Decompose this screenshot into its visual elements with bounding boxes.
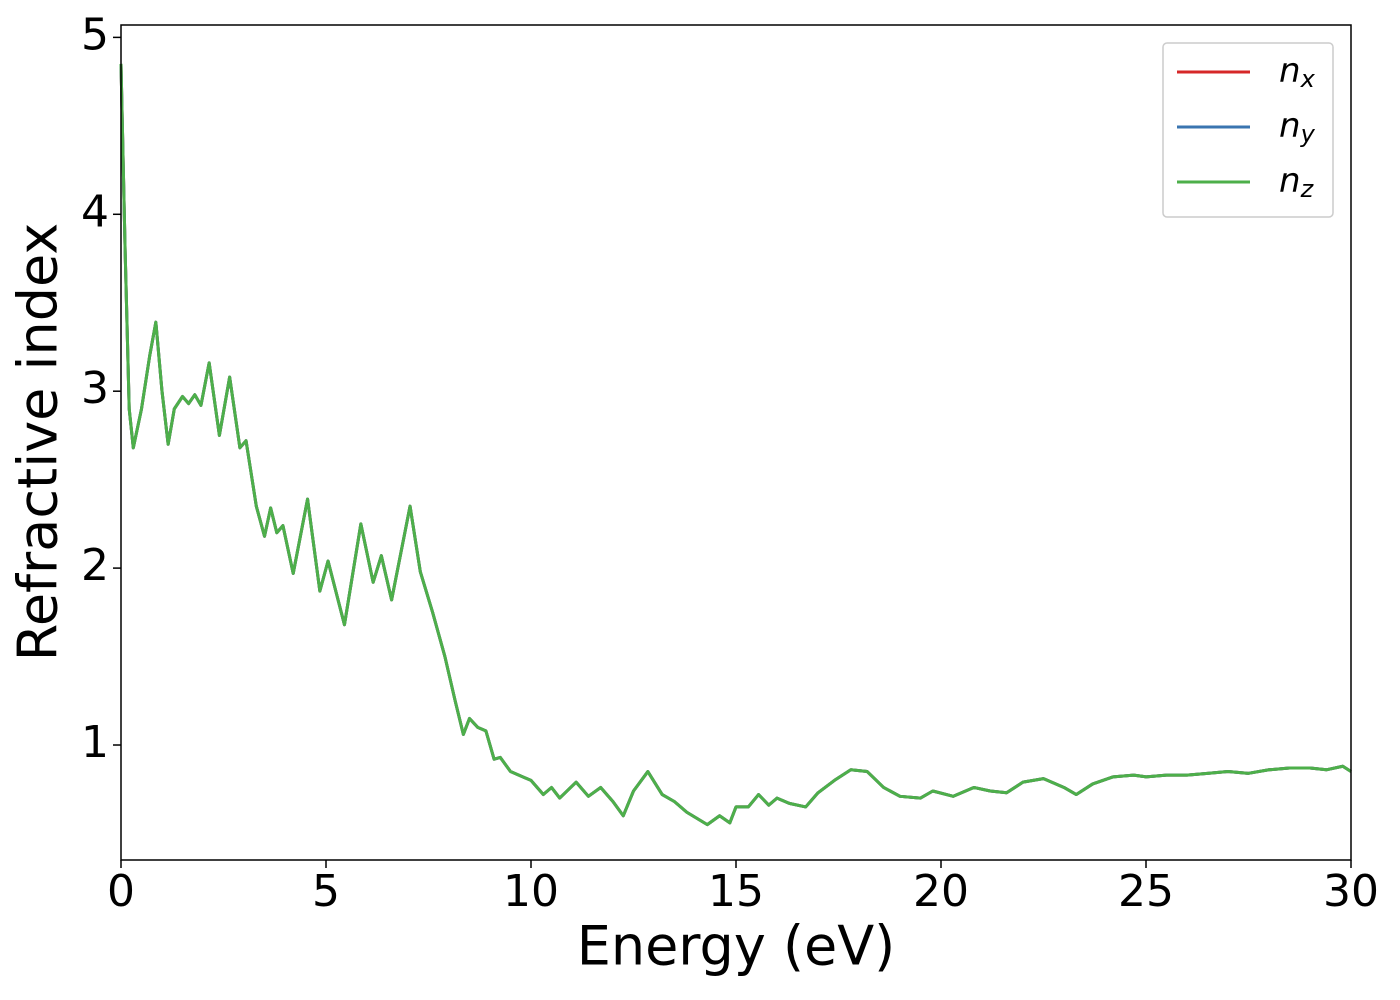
y-tick-label: 5 (81, 9, 109, 60)
x-tick-label: 20 (913, 866, 969, 917)
x-tick-label: 5 (312, 866, 340, 917)
legend-label: nz (1279, 161, 1315, 204)
y-tick-label: 4 (81, 186, 109, 237)
y-tick-label: 2 (81, 540, 109, 591)
legend-label: ny (1279, 106, 1316, 149)
legend-label: nx (1279, 51, 1316, 94)
y-axis-label: Refractive index (7, 223, 70, 662)
x-tick-label: 30 (1323, 866, 1379, 917)
plot-frame (120, 24, 1352, 861)
y-tick-label: 1 (81, 717, 109, 768)
y-tick-label: 3 (81, 363, 109, 414)
x-axis-label: Energy (eV) (577, 915, 896, 978)
series-line (119, 63, 1352, 827)
x-tick-label: 25 (1118, 866, 1174, 917)
x-tick-label: 10 (503, 866, 559, 917)
x-tick-label: 0 (107, 866, 135, 917)
x-tick-label: 15 (708, 866, 764, 917)
legend-box (1162, 42, 1334, 218)
